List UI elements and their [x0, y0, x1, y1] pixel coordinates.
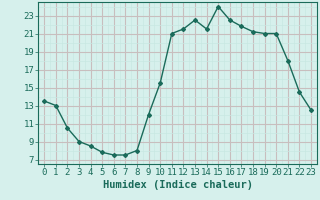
X-axis label: Humidex (Indice chaleur): Humidex (Indice chaleur)	[103, 180, 252, 190]
